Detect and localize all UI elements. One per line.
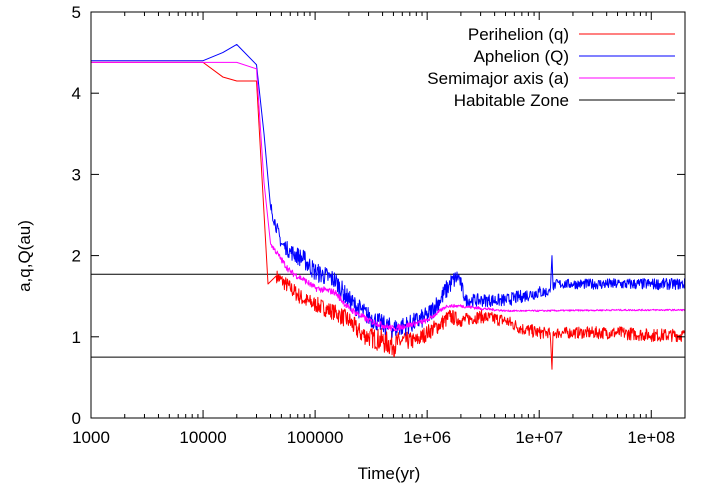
y-axis-label: a,q,Q(au) [15,220,34,292]
y-tick-label: 1 [72,328,81,347]
legend-label: Aphelion (Q) [474,47,569,66]
axes: 0 1 2 3 4 5 1000 10000 100000 1e+06 1e+07 1e+08 [72,3,686,447]
legend-label: Semimajor axis (a) [427,69,569,88]
habitable-zone-lines [91,273,685,358]
y-tick-label: 2 [72,247,81,266]
x-tick-label: 1e+08 [627,428,675,447]
legend: Perihelion (q) Aphelion (Q) Semimajor axis… [427,25,675,110]
y-tick-label: 4 [72,84,81,103]
x-axis-label: Time(yr) [358,464,421,483]
series-lines [91,43,686,370]
plot-frame [90,11,686,419]
legend-label: Perihelion (q) [468,25,569,44]
series-line-0 [91,61,686,370]
series-line-1 [91,43,686,338]
x-tick-label: 10000 [179,428,226,447]
x-tick-label: 1000 [72,428,110,447]
series-line-2 [91,61,686,332]
y-tick-label: 3 [72,165,81,184]
y-tick-label: 0 [72,409,81,428]
legend-label: Habitable Zone [454,91,569,110]
y-tick-label: 5 [72,3,81,22]
x-tick-label: 1e+06 [403,428,451,447]
x-tick-label: 1e+07 [515,428,563,447]
x-tick-label: 100000 [287,428,344,447]
